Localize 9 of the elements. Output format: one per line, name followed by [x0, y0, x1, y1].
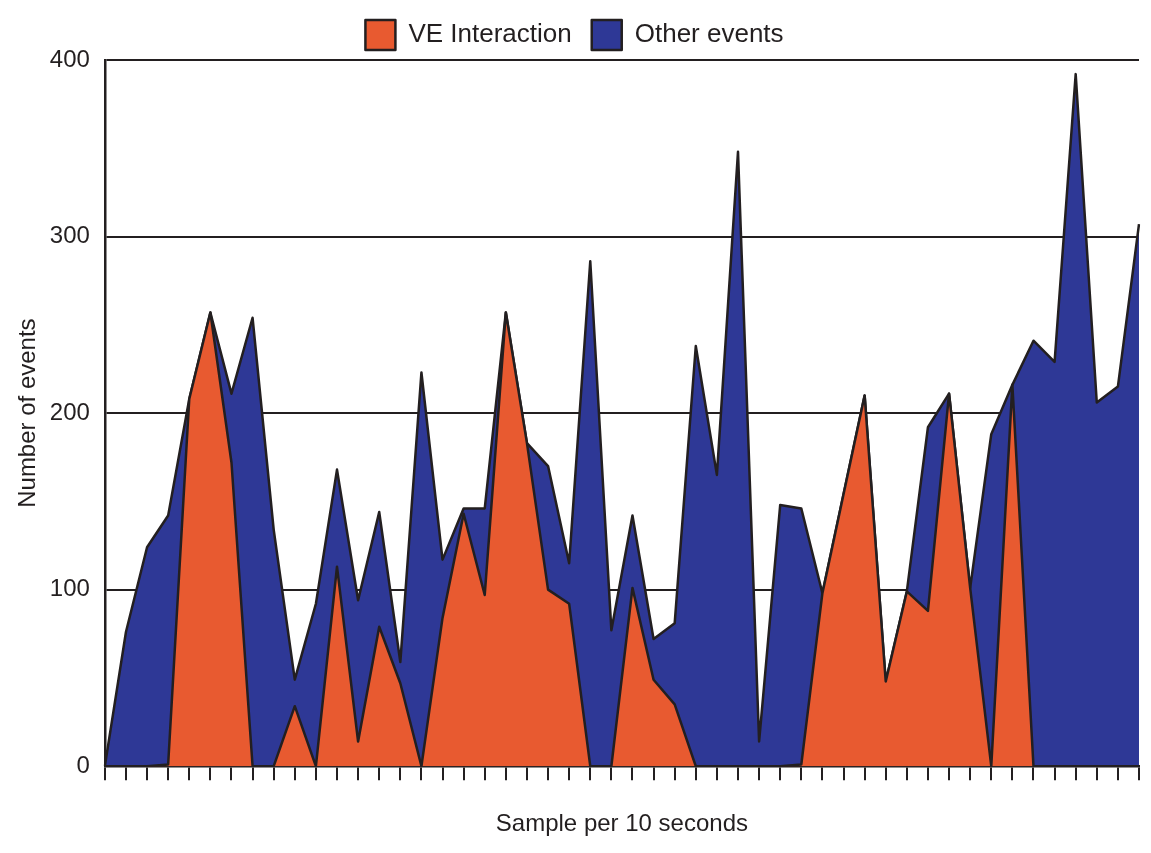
- y-tick-label: 400: [49, 44, 90, 72]
- y-tick-label: 0: [76, 750, 90, 778]
- legend-label: VE Interaction: [408, 18, 572, 49]
- y-axis-title: Number of events: [13, 318, 41, 508]
- y-tick-label: 300: [49, 221, 90, 249]
- y-tick-label: 100: [49, 574, 90, 602]
- x-axis-title: Sample per 10 seconds: [495, 809, 748, 837]
- legend-label: Other events: [634, 18, 784, 49]
- y-tick-label: 200: [49, 397, 90, 425]
